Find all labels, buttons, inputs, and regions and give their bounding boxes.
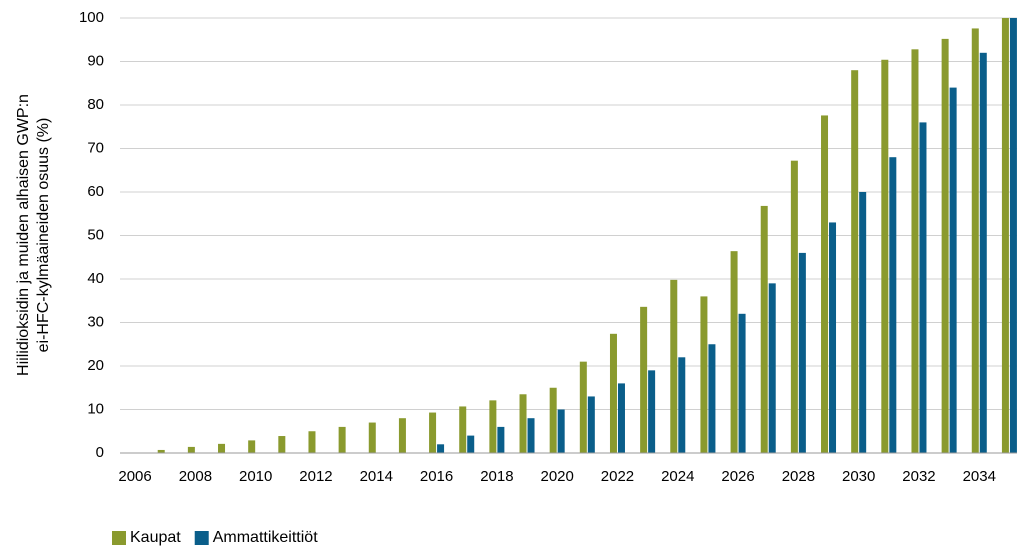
x-tick-label: 2028 xyxy=(782,468,815,485)
bar xyxy=(768,283,776,453)
bar xyxy=(218,443,226,453)
bar xyxy=(398,418,406,453)
bar xyxy=(437,444,445,453)
bar xyxy=(919,122,927,454)
bar xyxy=(971,28,979,453)
bar xyxy=(609,333,617,453)
bar xyxy=(278,436,286,453)
bar xyxy=(557,409,565,453)
y-tick-label: 60 xyxy=(87,183,104,200)
bar xyxy=(368,422,376,453)
bar xyxy=(889,157,897,453)
x-tick-label: 2014 xyxy=(360,468,393,485)
bar xyxy=(760,205,768,453)
bar xyxy=(617,383,625,453)
bar xyxy=(798,252,806,453)
x-tick-label: 2006 xyxy=(118,468,151,485)
bar xyxy=(941,38,949,453)
legend-label: Ammattikeittiöt xyxy=(213,529,318,546)
bar xyxy=(708,344,716,453)
bar xyxy=(549,387,557,453)
bar xyxy=(308,431,316,453)
bar xyxy=(187,446,195,453)
y-tick-label: 10 xyxy=(87,400,104,417)
bar xyxy=(489,400,497,453)
y-axis-label: Hiilidioksidin ja muiden alhaisen GWP:n xyxy=(15,94,32,376)
bar xyxy=(519,394,527,453)
bar xyxy=(497,426,505,453)
legend-swatch xyxy=(112,531,126,545)
bar xyxy=(579,361,587,453)
bar xyxy=(821,115,829,453)
bar xyxy=(829,222,837,453)
bar xyxy=(670,279,678,453)
bar xyxy=(1009,18,1017,453)
bar xyxy=(949,87,957,453)
bar xyxy=(911,49,919,453)
bar xyxy=(979,52,987,454)
bar xyxy=(1001,18,1009,453)
bar xyxy=(738,313,746,453)
bar xyxy=(859,192,867,453)
bar xyxy=(851,70,859,453)
bar xyxy=(527,418,535,453)
bar xyxy=(587,396,595,453)
legend-label: Kaupat xyxy=(130,529,181,546)
bar xyxy=(429,412,437,453)
legend-swatch xyxy=(194,531,209,545)
x-tick-label: 2030 xyxy=(842,468,875,485)
bar xyxy=(881,59,889,453)
bar xyxy=(248,440,256,453)
bar xyxy=(648,370,656,453)
bar xyxy=(338,426,346,453)
bar xyxy=(467,435,475,453)
y-axis-label: ei-HFC-kylmäaineiden osuus (%) xyxy=(35,118,52,353)
bar xyxy=(730,251,738,453)
x-tick-label: 2008 xyxy=(179,468,212,485)
x-tick-label: 2018 xyxy=(480,468,513,485)
bar xyxy=(790,160,798,453)
bar xyxy=(459,406,467,453)
x-tick-label: 2020 xyxy=(540,468,573,485)
y-tick-label: 70 xyxy=(87,139,104,156)
x-tick-label: 2022 xyxy=(601,468,634,485)
y-tick-label: 40 xyxy=(87,270,104,287)
bar xyxy=(678,357,686,453)
bar xyxy=(640,306,648,453)
bar xyxy=(157,449,165,453)
x-tick-label: 2032 xyxy=(902,468,935,485)
x-tick-label: 2012 xyxy=(299,468,332,485)
y-tick-label: 20 xyxy=(87,357,104,374)
bar xyxy=(700,296,708,453)
x-tick-label: 2024 xyxy=(661,468,694,485)
x-tick-label: 2016 xyxy=(420,468,453,485)
y-tick-label: 50 xyxy=(87,226,104,243)
y-tick-label: 0 xyxy=(96,444,104,461)
y-tick-label: 90 xyxy=(87,52,104,69)
x-tick-label: 2026 xyxy=(721,468,754,485)
y-tick-label: 80 xyxy=(87,96,104,113)
x-tick-label: 2034 xyxy=(963,468,996,485)
x-tick-label: 2010 xyxy=(239,468,272,485)
y-tick-label: 100 xyxy=(79,9,104,26)
y-tick-label: 30 xyxy=(87,313,104,330)
